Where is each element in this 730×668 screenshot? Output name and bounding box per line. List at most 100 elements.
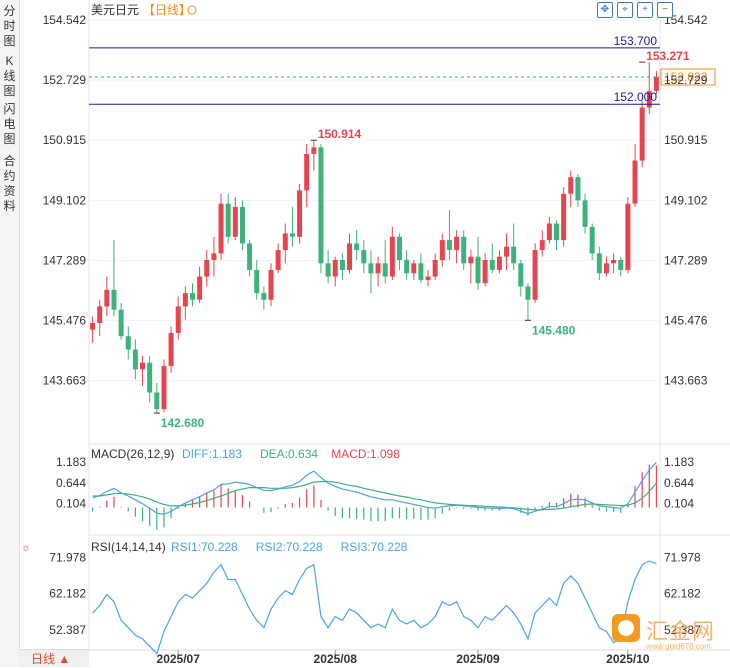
candle-body bbox=[589, 226, 595, 254]
candle-body bbox=[168, 332, 174, 367]
candle-body bbox=[182, 293, 188, 307]
macd-title: MACD(26,12,9) bbox=[91, 447, 174, 461]
candle-body bbox=[432, 259, 438, 277]
candle-body bbox=[261, 293, 267, 300]
watermark-logo: 汇金网 www.gold678.com bbox=[612, 612, 722, 652]
candle-body bbox=[339, 259, 345, 270]
macd-tick-left: 1.183 bbox=[56, 455, 86, 469]
tab-flash-chart[interactable]: 闪电图 bbox=[3, 102, 16, 146]
candle-body bbox=[282, 233, 288, 251]
sidebar: 分时图 K线图 闪电图 合约资料 bbox=[0, 0, 20, 667]
price-tick-right: 147.289 bbox=[664, 253, 708, 267]
candle-body bbox=[482, 259, 488, 284]
rsi-tick-left: 62.182 bbox=[49, 587, 86, 601]
candle-body bbox=[125, 336, 131, 350]
price-tick-right: 145.476 bbox=[664, 313, 708, 327]
candle-body bbox=[539, 240, 545, 251]
candle-body bbox=[232, 206, 238, 237]
chart-title-period: 【日线】 bbox=[143, 3, 191, 17]
rsi-legend-rsi3: RSI3:70.228 bbox=[341, 540, 408, 554]
candle-body bbox=[475, 256, 481, 284]
macd-dea-line bbox=[92, 480, 657, 511]
candle-body bbox=[382, 263, 388, 277]
candle-body bbox=[247, 243, 253, 270]
candle-body bbox=[446, 240, 452, 251]
time-tick-label: 2025/07 bbox=[157, 652, 201, 666]
price-tick-left: 149.102 bbox=[43, 193, 87, 207]
candle-body bbox=[411, 263, 417, 274]
candle-body bbox=[297, 190, 303, 237]
candle-body bbox=[532, 250, 538, 300]
macd-tick-left: 0.104 bbox=[56, 496, 86, 510]
candle-body bbox=[318, 147, 324, 264]
candle-body bbox=[147, 362, 153, 393]
candle-body bbox=[104, 289, 110, 307]
candle-body bbox=[332, 259, 338, 277]
candle-body bbox=[518, 263, 524, 287]
candle-body bbox=[646, 90, 652, 108]
tab-contract-info[interactable]: 合约资料 bbox=[3, 154, 16, 213]
high-annotation: 153.271 bbox=[646, 49, 690, 63]
candle-body bbox=[97, 306, 103, 323]
zoom-in-icon[interactable]: + bbox=[637, 2, 653, 18]
last-price-label: 152.822 bbox=[664, 70, 708, 84]
macd-legend-macd: MACD:1.098 bbox=[331, 447, 400, 461]
last-price-box bbox=[660, 68, 716, 86]
low-annotation: 142.680 bbox=[161, 416, 205, 430]
rsi-title: RSI(14,14,14) bbox=[91, 540, 166, 554]
candle-body bbox=[361, 250, 367, 264]
candle-body bbox=[118, 309, 124, 337]
period-selector[interactable]: 日线 ▲ bbox=[19, 649, 89, 667]
candle-body bbox=[197, 276, 203, 300]
rsi-legend-rsi2: RSI2:70.228 bbox=[256, 540, 323, 554]
candle-body bbox=[418, 263, 424, 280]
candle-body bbox=[140, 362, 146, 370]
candle-body bbox=[204, 259, 210, 277]
candle-body bbox=[404, 259, 410, 274]
candle-body bbox=[311, 147, 317, 154]
price-tick-right: 143.663 bbox=[664, 374, 708, 388]
tab-time-sharing[interactable]: 分时图 bbox=[3, 4, 16, 48]
candle-body bbox=[375, 263, 381, 274]
time-tick-label: 2025/10 bbox=[606, 652, 650, 666]
macd-tick-right: 1.183 bbox=[664, 455, 694, 469]
rsi-tick-right: 71.978 bbox=[664, 550, 701, 564]
crosshair-icon[interactable]: ⌖ bbox=[617, 2, 633, 18]
price-tick-left: 147.289 bbox=[43, 253, 87, 267]
rsi-tick-right: 52.387 bbox=[664, 623, 701, 637]
price-tick-right: 154.542 bbox=[664, 13, 708, 27]
candle-body bbox=[511, 246, 517, 264]
candle-body bbox=[625, 203, 631, 270]
candle-body bbox=[575, 177, 581, 201]
candle-body bbox=[275, 250, 281, 270]
candle-body bbox=[90, 322, 96, 330]
horizontal-line-label: 152.000 bbox=[614, 90, 658, 104]
high-annotation: 150.914 bbox=[318, 127, 362, 141]
tab-kline[interactable]: K线图 bbox=[3, 54, 16, 98]
candle-body bbox=[368, 263, 374, 274]
candle-body bbox=[325, 263, 331, 277]
price-tick-left: 154.542 bbox=[43, 13, 87, 27]
candle-body bbox=[289, 233, 295, 237]
candle-body bbox=[596, 253, 602, 274]
price-tick-right: 150.915 bbox=[664, 133, 708, 147]
candle-body bbox=[211, 253, 217, 260]
fit-icon[interactable]: ✥ bbox=[597, 2, 613, 18]
candle-body bbox=[454, 236, 460, 251]
candle-body bbox=[154, 392, 160, 410]
macd-legend-dea: DEA:0.634 bbox=[260, 447, 318, 461]
zoom-out-icon[interactable]: − bbox=[657, 2, 673, 18]
rsi-line bbox=[92, 560, 657, 655]
candle-body bbox=[489, 259, 495, 270]
candle-body bbox=[561, 193, 567, 241]
candle-body bbox=[568, 177, 574, 194]
candle-body bbox=[653, 76, 659, 91]
macd-tick-right: 0.104 bbox=[664, 496, 694, 510]
candle-body bbox=[132, 349, 138, 370]
time-tick-label: 2025/08 bbox=[314, 652, 358, 666]
candle-body bbox=[239, 206, 245, 244]
candle-body bbox=[189, 293, 195, 300]
macd-tick-right: 0.644 bbox=[664, 476, 694, 490]
candle-body bbox=[354, 243, 360, 251]
